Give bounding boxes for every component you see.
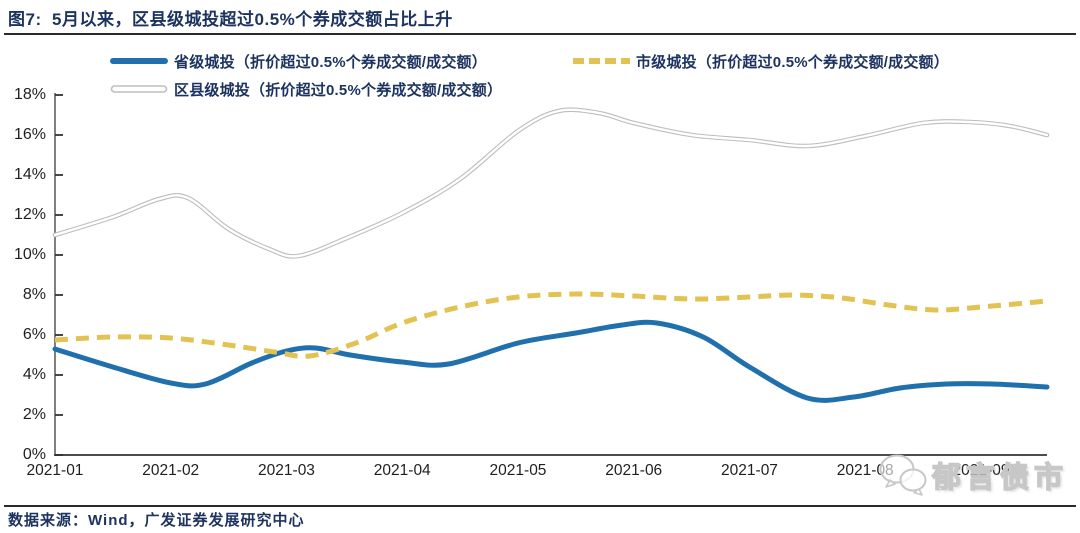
x-tick-label: 2021-09: [952, 462, 1010, 479]
y-tick-label: 16%: [13, 126, 46, 143]
x-tick-label: 2021-02: [142, 462, 200, 479]
y-tick-label: 8%: [22, 286, 46, 303]
legend-item-district: 区县级城投（折价超过0.5%个券成交额/成交额）: [110, 80, 503, 99]
solid-line-swatch-icon: [110, 58, 168, 64]
data-source: 数据来源：Wind，广发证券发展研究中心: [8, 512, 305, 529]
series-provincial: [52, 319, 1050, 403]
series-district-outer: [52, 107, 1050, 259]
dashed-line-swatch-icon: [573, 58, 630, 64]
x-tick-label: 2021-07: [721, 462, 778, 479]
y-tick-label: 4%: [22, 366, 46, 383]
bottom-divider: [4, 505, 1076, 507]
legend-item-provincial: 省级城投（折价超过0.5%个券成交额/成交额）: [110, 52, 487, 71]
x-tick-label: 2021-04: [373, 462, 431, 479]
y-tick-label: 0%: [22, 446, 46, 463]
top-divider: [4, 33, 1076, 35]
y-tick-label: 14%: [13, 166, 46, 183]
x-tick-label: 2021-08: [836, 462, 894, 479]
legend-label-municipal: 市级城投（折价超过0.5%个券成交额/成交额）: [636, 53, 949, 71]
x-tick-label: 2021-06: [605, 462, 663, 479]
series-district-inner: [53, 108, 1049, 258]
y-tick-label: 2%: [22, 406, 46, 423]
x-tick-label: 2021-01: [26, 462, 84, 479]
y-tick-label: 10%: [13, 246, 46, 263]
x-tick-label: 2021-03: [258, 462, 315, 479]
series-municipal: [54, 291, 1048, 359]
legend-label-provincial: 省级城投（折价超过0.5%个券成交额/成交额）: [174, 53, 487, 71]
y-tick-label: 6%: [22, 326, 46, 343]
chart-title: 图7: 5月以来，区县级城投超过0.5%个券成交额占比上升: [8, 10, 453, 29]
legend-label-district: 区县级城投（折价超过0.5%个券成交额/成交额）: [174, 81, 503, 99]
legend-item-municipal: 市级城投（折价超过0.5%个券成交额/成交额）: [572, 52, 949, 71]
y-tick-label: 12%: [13, 206, 46, 223]
double-line-swatch-icon: [110, 85, 168, 93]
x-tick-label: 2021-05: [489, 462, 547, 479]
y-tick-label: 18%: [13, 86, 46, 103]
